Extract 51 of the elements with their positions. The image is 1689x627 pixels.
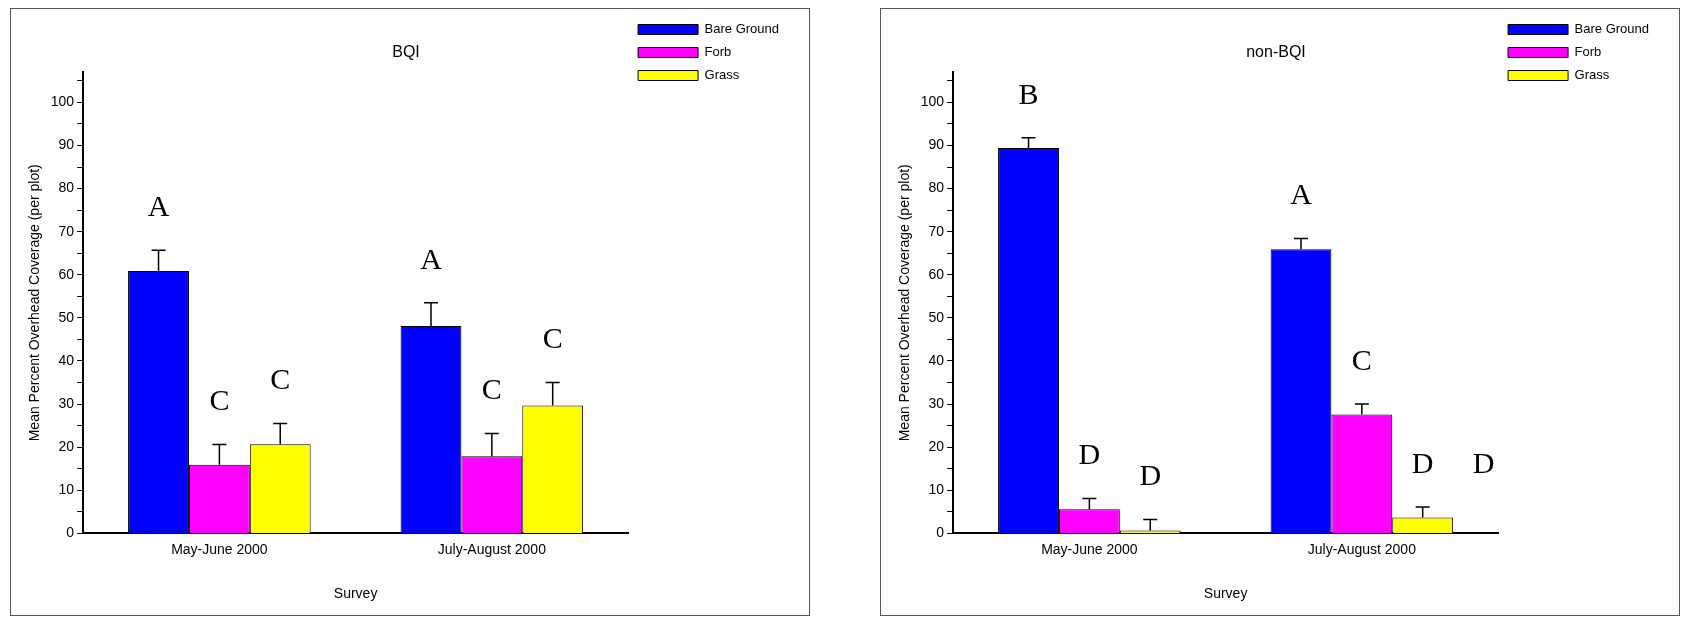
- annotation: B: [1018, 76, 1039, 110]
- y-axis-title: Mean Percent Overhead Coverage (per plot): [896, 164, 913, 442]
- y-tick-label: 90: [928, 136, 945, 153]
- y-tick-label: 60: [58, 265, 75, 282]
- legend-label: Grass: [704, 67, 740, 83]
- y-tick-label: 70: [58, 222, 75, 239]
- y-tick-label: 80: [928, 179, 945, 196]
- y-tick-label: 70: [928, 222, 945, 239]
- annotation: C: [209, 383, 230, 417]
- y-tick-label: 100: [50, 93, 75, 110]
- annotation: D: [1139, 458, 1162, 492]
- annotation: C: [481, 372, 502, 406]
- annotation: D: [1078, 437, 1101, 471]
- chart-title: BQI: [392, 43, 420, 61]
- y-tick-label: 80: [58, 179, 75, 196]
- x-tick-label: July-August 2000: [1307, 540, 1417, 557]
- legend-label: Forb: [1574, 44, 1602, 60]
- y-tick-label: 10: [58, 481, 75, 498]
- x-axis-title: Survey: [1203, 585, 1248, 602]
- y-tick-label: 30: [928, 394, 945, 411]
- y-tick-label: 40: [928, 351, 945, 368]
- legend-label: Bare Ground: [1574, 21, 1649, 37]
- annotation: A: [1290, 177, 1313, 211]
- y-tick-label: 50: [58, 308, 75, 325]
- y-axis-title: Mean Percent Overhead Coverage (per plot): [26, 164, 43, 442]
- y-tick-label: 0: [936, 524, 945, 541]
- legend-label: Forb: [704, 44, 732, 60]
- annotation: C: [1351, 342, 1372, 376]
- y-tick-label: 0: [66, 524, 75, 541]
- legend-label: Bare Ground: [704, 21, 779, 37]
- chart-title: non-BQI: [1246, 43, 1306, 61]
- y-tick-label: 60: [928, 265, 945, 282]
- y-tick-label: 90: [58, 136, 75, 153]
- annotation: C: [542, 321, 563, 355]
- x-tick-label: May-June 2000: [1041, 540, 1138, 557]
- legend-label: Grass: [1574, 67, 1610, 83]
- x-axis-title: Survey: [333, 585, 378, 602]
- annotation: C: [270, 362, 291, 396]
- annotation: D: [1411, 445, 1434, 479]
- y-tick-label: 20: [58, 438, 75, 455]
- y-tick-label: 10: [928, 481, 945, 498]
- y-tick-label: 40: [58, 351, 75, 368]
- x-tick-label: May-June 2000: [171, 540, 268, 557]
- y-tick-label: 100: [920, 93, 945, 110]
- y-tick-label: 30: [58, 394, 75, 411]
- x-tick-label: July-August 2000: [437, 540, 547, 557]
- y-tick-label: 20: [928, 438, 945, 455]
- annotation: A: [147, 189, 170, 223]
- y-tick-label: 50: [928, 308, 945, 325]
- annotation: A: [420, 241, 443, 275]
- annotation: D: [1472, 445, 1495, 479]
